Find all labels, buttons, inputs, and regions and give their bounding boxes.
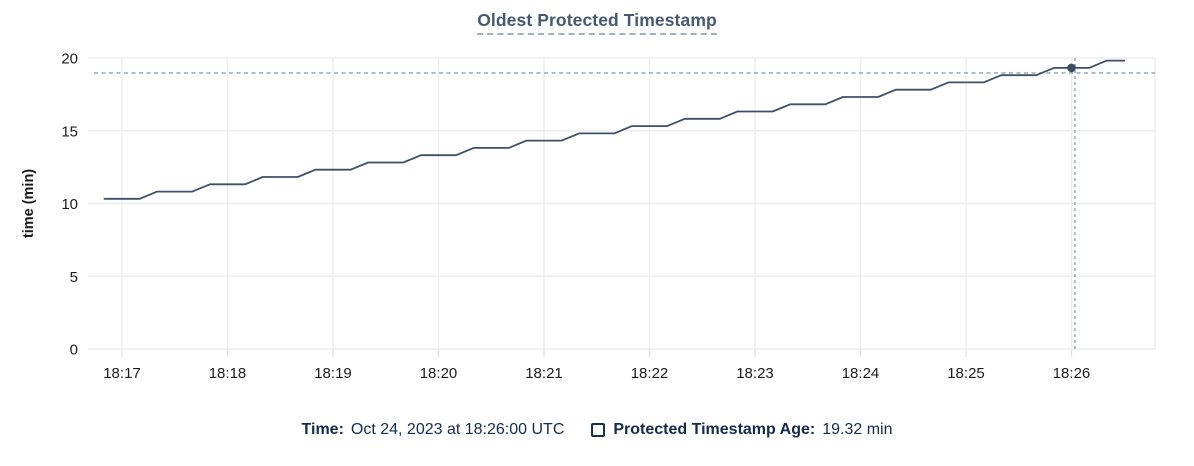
y-axis-title: time (min) — [21, 169, 37, 238]
x-tick-label: 18:19 — [314, 365, 352, 382]
chart-svg: 0 5 10 15 20 18:17 18:18 18:19 18:20 18:21 18:22 18… — [21, 51, 1156, 382]
y-tick-label: 15 — [61, 123, 78, 140]
chart-title-row: Oldest Protected Timestamp — [0, 10, 1194, 35]
x-tick-label: 18:22 — [631, 365, 669, 382]
legend-time-label: Time: — [301, 421, 344, 438]
x-tick-label: 18:26 — [1053, 365, 1091, 382]
legend-time-value: Oct 24, 2023 at 18:26:00 UTC — [350, 421, 565, 438]
x-tick-label: 18:17 — [103, 365, 141, 382]
line-chart-plot[interactable]: 0 5 10 15 20 18:17 18:18 18:19 18:20 18:21 18:22 18… — [0, 0, 1194, 400]
series-swatch-icon[interactable] — [591, 423, 606, 437]
x-tick-label: 18:25 — [947, 365, 985, 382]
legend-series-label: Protected Timestamp Age: — [613, 421, 816, 438]
x-tick-label: 18:21 — [525, 365, 563, 382]
chart-title[interactable]: Oldest Protected Timestamp — [477, 10, 717, 35]
x-tick-label: 18:20 — [420, 365, 458, 382]
x-tick-label: 18:24 — [842, 365, 880, 382]
x-tick-label: 18:23 — [736, 365, 774, 382]
x-tick-label: 18:18 — [209, 365, 247, 382]
y-tick-label: 20 — [61, 51, 78, 68]
series-line — [103, 59, 1126, 200]
chart-legend: Time: Oct 24, 2023 at 18:26:00 UTC Prote… — [0, 419, 1194, 441]
y-tick-label: 5 — [70, 269, 78, 286]
hover-dot — [1067, 63, 1076, 73]
y-tick-label: 10 — [61, 196, 78, 213]
legend-series-value: 19.32 min — [822, 421, 893, 438]
y-tick-label: 0 — [70, 342, 78, 359]
legend-series-toggle[interactable]: Protected Timestamp Age: — [591, 419, 815, 441]
